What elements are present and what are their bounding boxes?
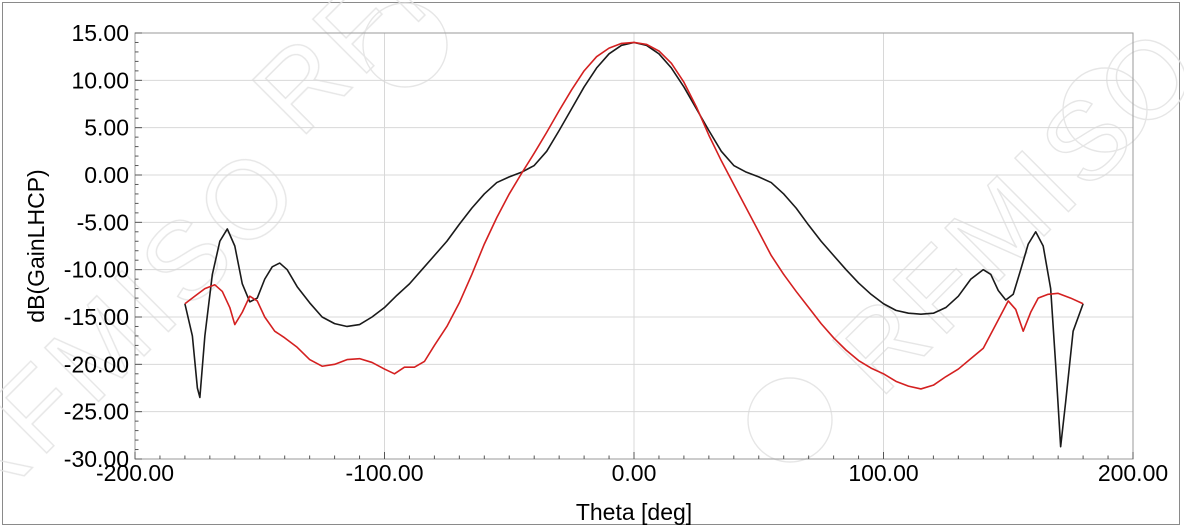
y-tick-label: -25.00: [64, 399, 129, 425]
x-tick-label: -200.00: [96, 460, 174, 486]
y-tick-label: -30.00: [64, 446, 129, 472]
y-tick-label: -20.00: [64, 351, 129, 377]
x-tick-label: 0.00: [612, 460, 657, 486]
y-tick-labels: 15.00 10.00 5.00 0.00 -5.00 -10.00 -15.00 -20.0…: [64, 20, 129, 472]
x-axis-title: Theta [deg]: [576, 499, 692, 525]
y-tick-label: 5.00: [84, 115, 129, 141]
y-tick-label: 10.00: [71, 67, 129, 93]
series-line-1: [184, 41, 1084, 448]
x-tick-label: 200.00: [1098, 460, 1168, 486]
y-tick-label: -10.00: [64, 257, 129, 283]
svg-text:RFMISO: RFMISO: [810, 2, 1184, 417]
series-layer: [184, 41, 1084, 448]
x-tick-labels: -200.00 -100.00 0.00 100.00 200.00: [96, 460, 1168, 486]
x-tick-label: -100.00: [345, 460, 423, 486]
y-tick-label: -5.00: [77, 209, 129, 235]
minor-ticks: [134, 32, 1134, 460]
y-tick-label: 15.00: [71, 20, 129, 46]
y-tick-label: 0.00: [84, 162, 129, 188]
y-axis-title: dB(GainLHCP): [23, 169, 49, 322]
series-line-2: [184, 41, 1084, 390]
svg-text:RFMISO: RFMISO: [230, 0, 645, 157]
x-tick-label: 100.00: [848, 460, 918, 486]
y-tick-label: -15.00: [64, 304, 129, 330]
